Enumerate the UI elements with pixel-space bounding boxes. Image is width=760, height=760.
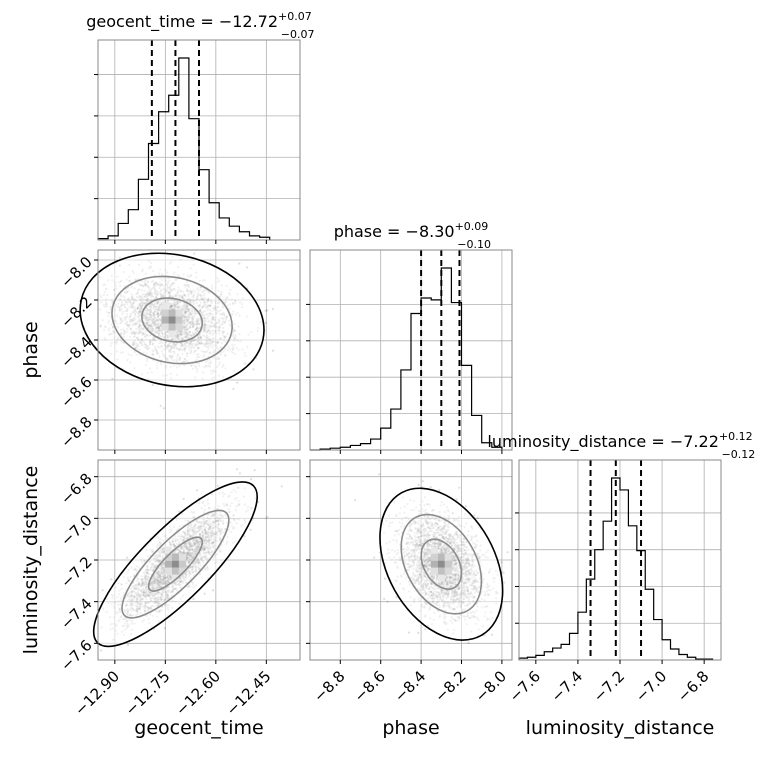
- sample-point: [250, 478, 253, 481]
- sample-point: [265, 517, 268, 520]
- sample-point: [265, 321, 268, 324]
- sample-point: [238, 472, 242, 475]
- sample-point: [178, 510, 181, 513]
- sample-point: [101, 589, 104, 592]
- sample-point: [99, 649, 103, 652]
- sample-point: [216, 484, 219, 487]
- sample-point: [252, 368, 255, 371]
- sample-point: [159, 404, 162, 407]
- sample-point: [126, 556, 129, 559]
- sample-point: [126, 643, 130, 647]
- sample-point: [111, 377, 114, 380]
- sample-point: [271, 349, 275, 352]
- sample-point: [264, 309, 267, 312]
- grid-layer: [98, 40, 721, 660]
- sample-point: [163, 627, 166, 630]
- sample-point: [266, 515, 269, 518]
- sample-point: [182, 497, 185, 500]
- sample-point: [110, 578, 113, 581]
- sample-point: [249, 528, 252, 531]
- sample-point: [266, 309, 269, 312]
- sample-point: [271, 307, 274, 311]
- sample-point: [162, 407, 165, 410]
- sample-point: [243, 535, 246, 538]
- sample-point: [151, 384, 154, 387]
- sample-point: [253, 469, 256, 472]
- sample-point: [232, 387, 235, 390]
- sample-point: [118, 256, 121, 259]
- sample-point: [235, 468, 239, 471]
- sample-point: [193, 252, 196, 255]
- sample-point: [238, 262, 241, 265]
- sample-point: [246, 266, 249, 269]
- sample-point: [195, 489, 199, 492]
- sample-point: [280, 485, 283, 488]
- sample-point: [236, 381, 239, 384]
